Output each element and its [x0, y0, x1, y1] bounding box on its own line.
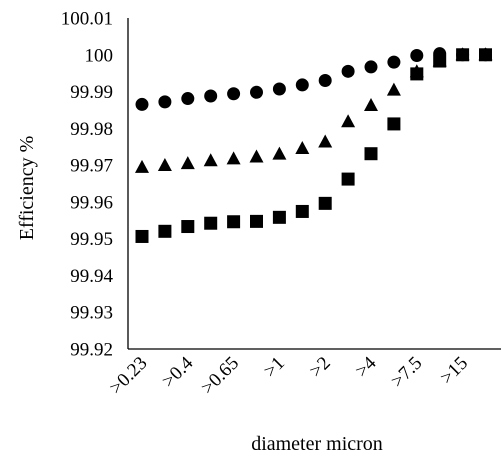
y-tick-label: 99.92: [70, 340, 113, 361]
series-square: [135, 48, 492, 243]
y-tick-label: 99.95: [70, 229, 113, 250]
x-tick-labels: >0.23 >0.4 >0.65 >1 >2 >4 >7.5 >15: [106, 352, 473, 398]
data-point-triangle: [272, 146, 287, 160]
y-tick-label: 100.01: [61, 9, 113, 30]
x-tick-label: >0.65: [197, 353, 243, 399]
y-axis-title: Efficiency %: [16, 136, 38, 241]
data-point-triangle: [157, 157, 172, 171]
data-point-circle: [272, 82, 286, 96]
data-point-square: [227, 215, 241, 229]
y-tick-label: 100: [85, 45, 114, 66]
data-point-circle: [295, 78, 309, 92]
data-point-triangle: [180, 156, 195, 170]
data-point-triangle: [203, 153, 218, 167]
y-tick-label: 99.97: [70, 156, 113, 177]
data-point-square: [364, 147, 378, 161]
data-point-square: [204, 216, 218, 230]
data-point-circle: [341, 64, 355, 78]
x-tick-label: >1: [260, 353, 289, 382]
data-point-circle: [158, 95, 172, 109]
y-tick-label: 99.94: [70, 266, 113, 287]
x-tick-label: >0.4: [158, 352, 198, 392]
data-points: [135, 47, 493, 243]
x-tick-label: >4: [351, 352, 380, 381]
data-point-square: [410, 67, 424, 81]
data-point-square: [479, 48, 492, 62]
data-point-circle: [135, 97, 149, 111]
data-point-square: [295, 204, 309, 218]
data-point-square: [250, 214, 263, 228]
data-point-square: [341, 172, 355, 186]
x-tick-label: >2: [306, 353, 335, 382]
data-point-circle: [387, 55, 401, 69]
y-tick-label: 99.96: [70, 192, 113, 213]
x-tick-label: >15: [436, 353, 472, 389]
data-point-triangle: [135, 159, 149, 173]
data-point-circle: [250, 85, 263, 99]
y-tick-labels: 99.92 99.93 99.94 99.95 99.96 99.97 99.98 99.99…: [61, 9, 114, 361]
data-point-square: [433, 54, 447, 68]
y-tick-label: 99.98: [70, 119, 113, 140]
data-point-circle: [364, 60, 378, 74]
data-point-triangle: [249, 149, 264, 163]
data-point-square: [387, 117, 401, 131]
axes: [127, 18, 501, 350]
data-point-triangle: [364, 98, 378, 112]
data-point-triangle: [226, 151, 241, 165]
data-point-triangle: [318, 134, 333, 148]
data-point-circle: [227, 87, 241, 101]
y-tick-label: 99.93: [70, 303, 113, 324]
data-point-square: [158, 224, 172, 238]
data-point-square: [318, 196, 332, 210]
data-point-square: [272, 210, 286, 224]
data-point-circle: [318, 74, 332, 88]
data-point-triangle: [295, 141, 310, 155]
data-point-triangle: [386, 82, 401, 96]
data-point-circle: [204, 89, 218, 103]
x-axis-title: diameter micron: [251, 433, 383, 455]
y-tick-label: 99.99: [70, 82, 113, 103]
data-point-square: [135, 229, 149, 243]
data-point-circle: [410, 49, 424, 63]
data-point-square: [456, 48, 470, 62]
data-point-square: [181, 220, 195, 234]
x-tick-label: >7.5: [387, 353, 426, 392]
data-point-circle: [181, 92, 195, 106]
data-point-triangle: [341, 114, 356, 128]
